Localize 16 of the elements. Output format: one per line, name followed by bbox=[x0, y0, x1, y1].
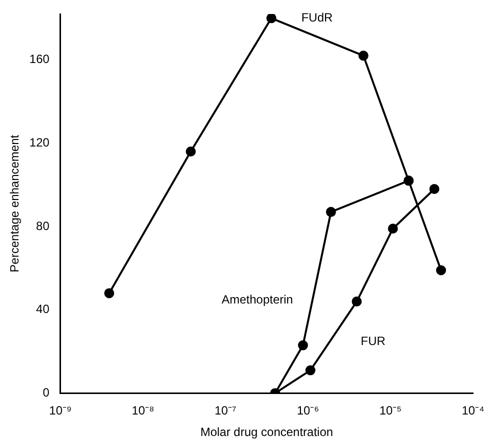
series-label: FUR bbox=[360, 334, 386, 348]
x-tick-label: 10⁻⁸ bbox=[132, 404, 154, 418]
series-label: Amethopterin bbox=[222, 292, 293, 307]
y-tick-label: 160 bbox=[29, 52, 50, 66]
x-axis-title: Molar drug concentration bbox=[200, 425, 334, 440]
y-axis-title: Percentage enhancement bbox=[8, 134, 22, 272]
x-tick-label: 10⁻⁶ bbox=[296, 404, 320, 418]
y-tick-label: 120 bbox=[29, 135, 50, 150]
x-tick-label: 10⁻⁴ bbox=[462, 404, 484, 418]
series-label: FUdR bbox=[301, 10, 334, 24]
x-tick-label: 10⁻⁷ bbox=[214, 404, 236, 418]
y-tick-label: 80 bbox=[36, 218, 50, 233]
x-tick-label: 10⁻⁵ bbox=[379, 404, 402, 418]
y-tick-label: 40 bbox=[36, 302, 50, 316]
x-tick-label: 10⁻⁹ bbox=[49, 404, 72, 418]
y-tick-label: 0 bbox=[42, 386, 50, 400]
